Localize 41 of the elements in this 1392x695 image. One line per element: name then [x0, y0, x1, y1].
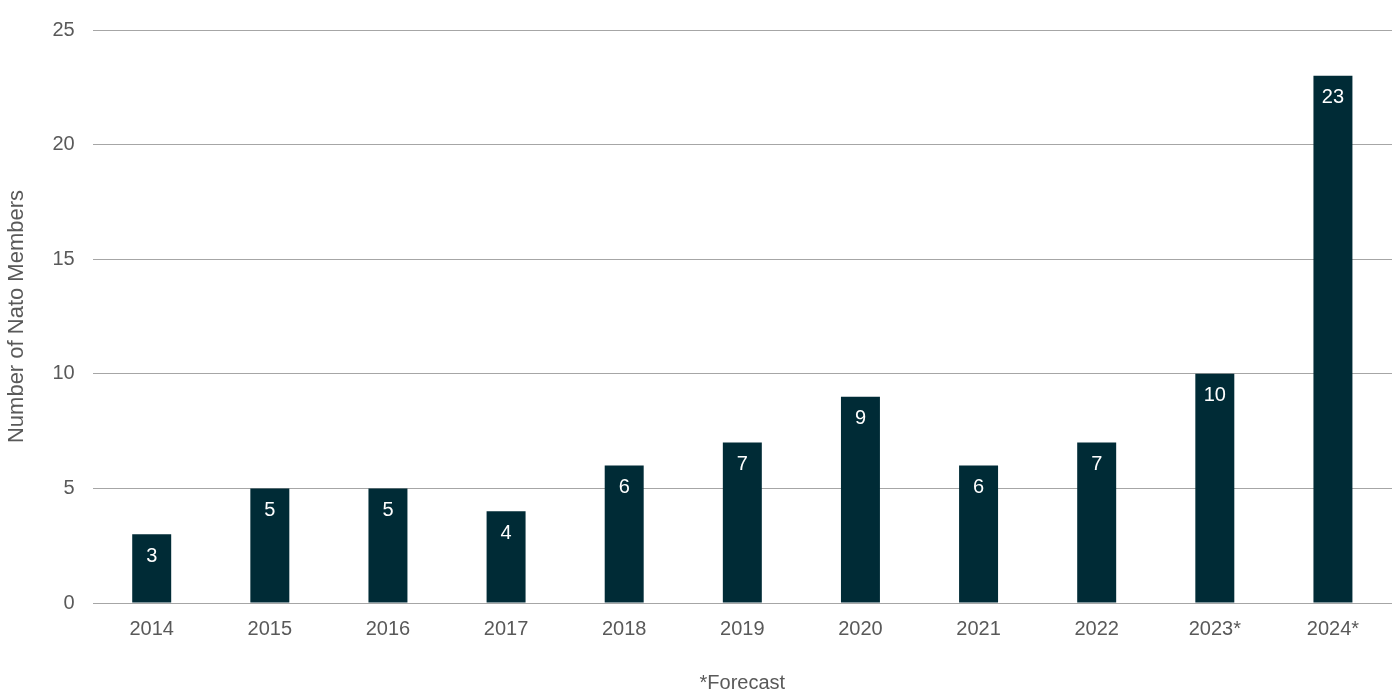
y-axis-title: Number of Nato Members: [3, 189, 29, 444]
data-label: 4: [500, 520, 512, 543]
data-label: 9: [854, 406, 867, 429]
x-tick-label: 2023*: [1188, 616, 1242, 639]
y-tick-label: 15: [52, 246, 75, 269]
text: *Forecast: [699, 670, 786, 693]
y-tick-label: 5: [63, 475, 75, 498]
x-tick-label: 2020: [838, 616, 883, 639]
data-label: 10: [1203, 383, 1226, 406]
x-tick-label: 2015: [247, 616, 293, 639]
bar: [368, 488, 408, 603]
x-tick-label: 2019: [720, 616, 765, 639]
x-tick-label: 2024*: [1306, 616, 1360, 639]
data-label: 5: [264, 497, 276, 520]
data-label: 6: [973, 475, 985, 497]
bar: [486, 511, 526, 603]
y-tick-label: 20: [52, 132, 75, 155]
bar: [1313, 75, 1353, 603]
y-tick-label: 25: [52, 17, 75, 40]
data-label: 23: [1321, 85, 1345, 108]
x-tick-label: 2017: [483, 616, 529, 639]
bar: [722, 442, 762, 603]
bar: [959, 465, 999, 603]
bar: [1077, 442, 1117, 603]
data-label: 3: [146, 543, 158, 566]
data-label: 7: [1091, 452, 1103, 475]
bar: [132, 534, 172, 603]
bar: [840, 396, 880, 603]
x-tick-label: 2016: [365, 616, 411, 639]
data-label: 5: [382, 497, 394, 520]
bar: [1195, 373, 1235, 603]
x-tick-label: 2021: [956, 616, 1001, 639]
data-label: 7: [736, 452, 748, 475]
x-tick-label: 2014: [129, 616, 174, 639]
y-tick-label: 10: [52, 361, 75, 384]
x-tick-label: 2022: [1074, 616, 1119, 639]
y-tick-label: 0: [63, 590, 75, 613]
data-label: 6: [618, 475, 630, 497]
x-tick-label: 2018: [601, 616, 647, 639]
bar: [604, 465, 644, 603]
bar: [250, 488, 290, 603]
